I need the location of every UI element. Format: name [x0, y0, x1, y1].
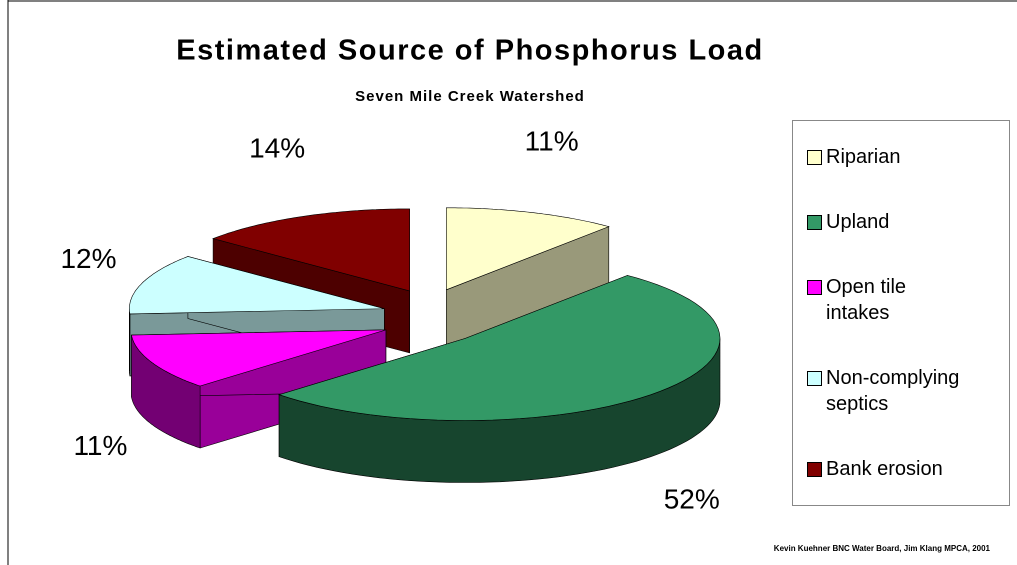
legend-swatch: [807, 370, 822, 386]
legend-swatch: [807, 279, 822, 295]
legend-item: Riparian: [807, 144, 1005, 170]
legend-swatch: [807, 215, 822, 231]
data-label: 14%: [249, 132, 305, 163]
data-label: 12%: [60, 243, 116, 274]
legend-swatch: [807, 150, 822, 166]
data-label: 52%: [664, 483, 720, 514]
chart-title: Estimated Source of Phosphorus Load: [176, 35, 763, 67]
legend-item: Non-complying septics: [807, 365, 1005, 417]
chart-subtitle: Seven Mile Creek Watershed: [355, 88, 585, 105]
legend-label: Bank erosion: [826, 457, 943, 480]
slice-top: [128, 256, 385, 315]
data-label: 11%: [525, 126, 579, 157]
pie-slice: [445, 207, 610, 353]
legend-item: Bank erosion: [807, 456, 1005, 482]
slice-side: [129, 308, 131, 377]
legend-label: Non-complying septics: [826, 366, 960, 415]
data-label: 11%: [73, 430, 127, 461]
slice-top: [445, 207, 610, 291]
legend-label: Riparian: [826, 146, 901, 169]
legend-item: Open tile intakes: [807, 274, 1005, 326]
slice-top: [131, 329, 386, 387]
legend: Riparian Upland Open tile intakes Non-compl…: [792, 120, 1010, 506]
slice-top: [278, 275, 721, 421]
legend-label: Upland: [826, 211, 890, 234]
pie-slice: [278, 274, 721, 483]
source-note: Kevin Kuehner BNC Water Board, Jim Klang…: [774, 544, 991, 553]
legend-label: Open tile intakes: [826, 275, 907, 324]
legend-swatch: [807, 461, 822, 477]
slice-top: [212, 208, 410, 292]
legend-item: Upland: [807, 209, 1005, 235]
pie-slice: [131, 329, 387, 449]
